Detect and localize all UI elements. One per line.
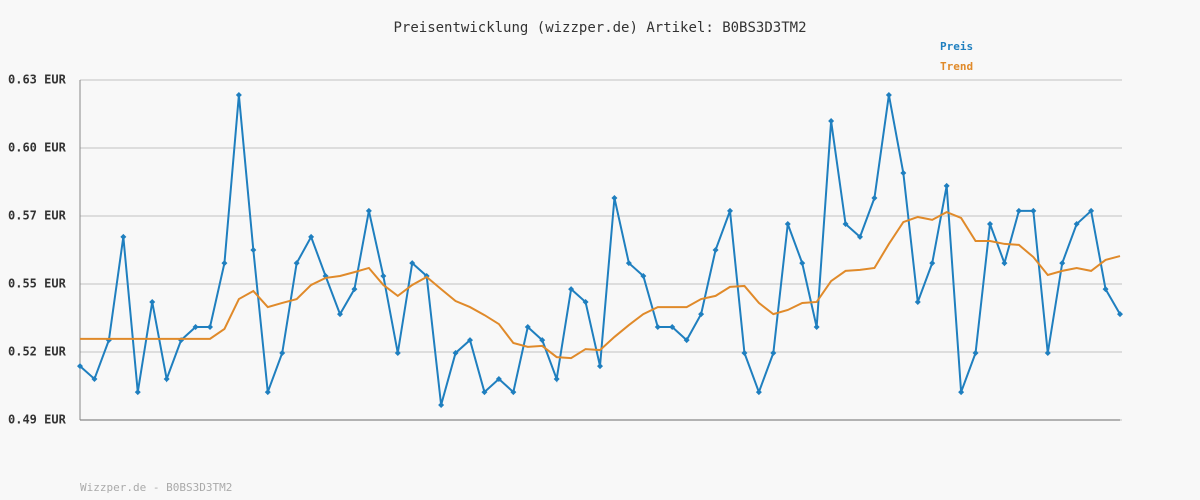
point-marker — [640, 272, 647, 279]
footer: Wizzper.de - B0BS3D3TM2 — [80, 481, 232, 494]
point-marker — [279, 349, 286, 356]
y-tick-label: 0.49 EUR — [8, 413, 67, 427]
point-marker — [842, 221, 849, 228]
point-marker — [784, 221, 791, 228]
point-marker — [510, 389, 517, 396]
point-marker — [654, 323, 661, 330]
point-marker — [741, 349, 748, 356]
point-marker — [799, 260, 806, 267]
point-marker — [597, 363, 603, 370]
point-marker — [163, 375, 170, 382]
point-marker — [1073, 221, 1080, 228]
point-marker — [409, 260, 416, 267]
point-marker — [539, 337, 546, 344]
point-marker — [337, 311, 343, 318]
point-marker — [207, 323, 213, 330]
point-marker — [582, 298, 589, 305]
point-marker — [698, 311, 705, 318]
point-marker — [1030, 207, 1037, 214]
point-marker — [929, 260, 936, 267]
point-marker — [1088, 207, 1095, 214]
point-marker — [1102, 286, 1109, 293]
point-marker — [770, 349, 777, 356]
point-marker — [669, 323, 676, 330]
point-marker — [625, 260, 632, 267]
point-marker — [857, 233, 863, 240]
point-marker — [1117, 311, 1123, 318]
point-marker — [900, 170, 907, 177]
point-marker — [394, 349, 401, 356]
y-tick-label: 0.57 EUR — [8, 209, 67, 223]
point-marker — [120, 233, 127, 240]
point-marker — [467, 337, 473, 344]
point-marker — [308, 233, 315, 240]
point-marker — [481, 389, 488, 396]
point-marker — [452, 349, 459, 356]
point-marker — [828, 118, 835, 125]
point-marker — [568, 286, 575, 293]
point-marker — [235, 92, 242, 99]
chart-title: Preisentwicklung (wizzper.de) Artikel: B… — [393, 20, 806, 36]
point-marker — [813, 323, 820, 330]
point-marker — [293, 260, 300, 267]
point-marker — [351, 286, 358, 293]
point-marker — [755, 389, 762, 396]
point-marker — [77, 363, 83, 370]
point-marker — [250, 247, 257, 253]
y-tick-label: 0.52 EUR — [8, 345, 67, 359]
point-marker — [192, 323, 199, 330]
point-marker — [958, 389, 965, 396]
y-tick-label: 0.60 EUR — [8, 141, 67, 155]
point-marker — [149, 298, 156, 305]
point-marker — [611, 195, 618, 202]
point-marker — [264, 389, 271, 396]
point-marker — [987, 221, 993, 228]
point-marker — [1044, 349, 1051, 356]
point-marker — [1015, 207, 1022, 214]
point-marker — [727, 207, 733, 214]
point-marker — [683, 337, 690, 344]
point-marker — [871, 195, 878, 202]
point-marker — [365, 207, 372, 214]
point-marker — [553, 375, 560, 382]
point-marker — [885, 92, 892, 99]
point-marker — [438, 401, 445, 408]
point-marker — [1001, 260, 1008, 267]
point-marker — [1059, 260, 1066, 267]
point-marker — [524, 323, 531, 330]
series-line — [80, 211, 1121, 360]
point-marker — [943, 182, 950, 189]
y-tick-label: 0.55 EUR — [8, 277, 67, 291]
point-marker — [134, 389, 141, 396]
legend-label: Preis — [940, 40, 973, 53]
point-marker — [495, 375, 502, 382]
legend-label: Trend — [940, 60, 973, 73]
y-tick-label: 0.63 EUR — [8, 73, 67, 87]
point-marker — [914, 298, 921, 305]
point-marker — [380, 272, 387, 279]
point-marker — [221, 260, 228, 267]
point-marker — [972, 349, 979, 356]
point-marker — [91, 375, 98, 382]
point-marker — [712, 247, 719, 253]
